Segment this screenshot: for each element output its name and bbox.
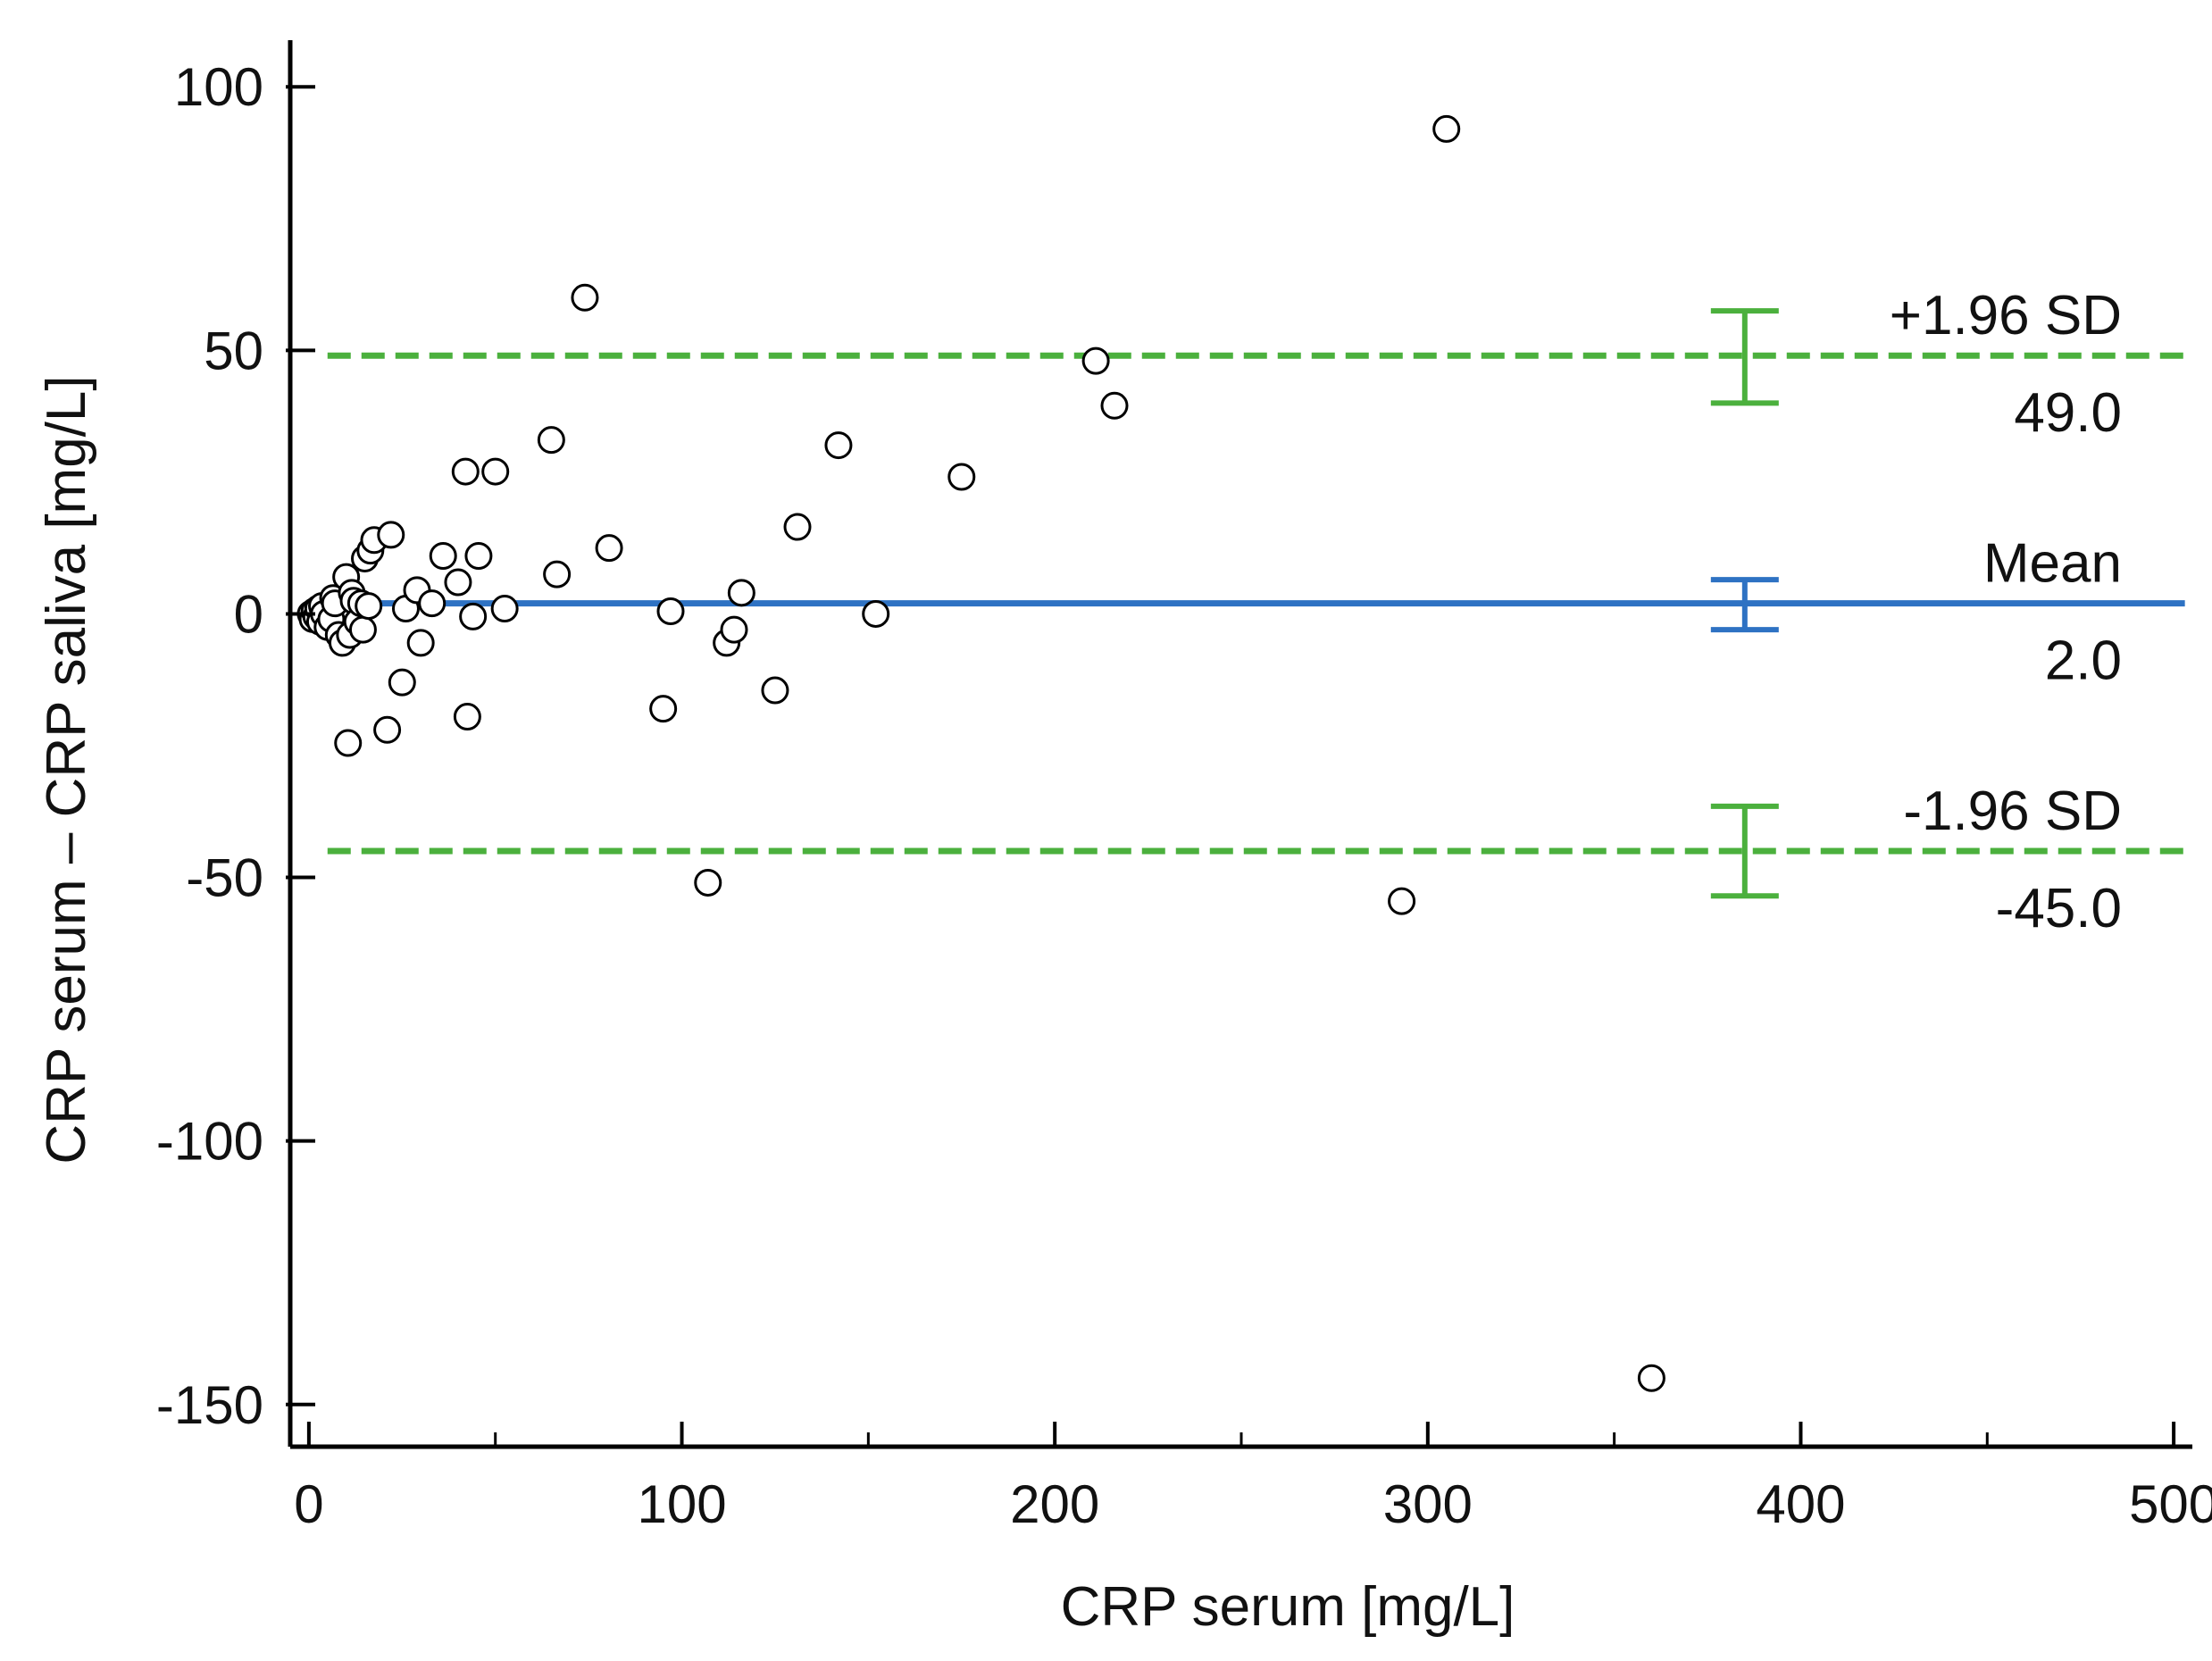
data-point: [429, 542, 457, 571]
data-point: [543, 560, 572, 588]
error-bars-group: [1710, 308, 1779, 899]
data-point: [595, 534, 623, 563]
y-tick-label: 0: [234, 584, 263, 644]
data-point: [377, 521, 405, 549]
upper-label: +1.96 SD: [1890, 285, 2122, 346]
lower-value-label: -45.0: [1996, 878, 2122, 939]
data-point: [459, 602, 488, 630]
data-point: [444, 568, 472, 597]
data-point: [862, 599, 890, 628]
data-point: [694, 868, 722, 897]
data-point: [355, 592, 383, 621]
x-tick-label: 200: [1010, 1474, 1099, 1534]
reference-lines-group: [327, 352, 2185, 855]
y-tick-label: -100: [156, 1112, 263, 1172]
data-point: [481, 457, 510, 486]
data-point: [406, 629, 435, 657]
data-point: [388, 668, 416, 697]
data-point: [453, 703, 481, 731]
y-tick-label: 100: [174, 57, 263, 117]
data-point: [1432, 114, 1461, 143]
data-point: [656, 597, 685, 625]
data-point: [761, 676, 789, 705]
x-tick-label: 300: [1383, 1474, 1473, 1534]
mean-label: Mean: [1983, 533, 2122, 595]
data-point: [464, 542, 493, 571]
data-point: [373, 715, 402, 744]
data-point: [783, 513, 812, 541]
data-point: [537, 426, 565, 455]
x-tick-label: 100: [637, 1474, 726, 1534]
data-point: [649, 695, 678, 723]
y-tick-label: 50: [204, 321, 263, 380]
data-point: [1388, 887, 1416, 915]
x-tick-label: 0: [294, 1474, 323, 1534]
data-point: [947, 463, 976, 491]
data-point: [571, 283, 599, 312]
data-point: [720, 615, 748, 644]
data-point: [824, 431, 853, 460]
data-point: [727, 579, 755, 607]
x-tick-label: 400: [1756, 1474, 1845, 1534]
data-point: [451, 457, 480, 486]
lower-label: -1.96 SD: [1903, 780, 2122, 842]
data-point: [1081, 346, 1110, 375]
data-point: [418, 589, 447, 618]
axes-group: [288, 40, 2192, 1449]
x-axis-title: CRP serum [mg/L]: [1061, 1576, 1515, 1638]
y-tick-label: -50: [186, 848, 263, 908]
ticks-group: [286, 85, 2176, 1447]
data-point: [334, 729, 363, 757]
y-axis-title: CRP serum – CRP saliva [mg/L]: [36, 375, 97, 1164]
data-point: [490, 595, 519, 623]
data-points-group: [296, 114, 1665, 1392]
y-tick-label: -150: [156, 1375, 263, 1435]
mean-value-label: 2.0: [2045, 630, 2122, 692]
data-point: [1100, 391, 1129, 420]
upper-value-label: 49.0: [2014, 382, 2122, 444]
data-point: [1637, 1364, 1665, 1392]
data-point: [348, 615, 377, 644]
x-tick-label: 500: [2129, 1474, 2212, 1534]
annotations-group: +1.96 SD 49.0 Mean 2.0 -1.96 SD -45.0: [1890, 285, 2122, 939]
